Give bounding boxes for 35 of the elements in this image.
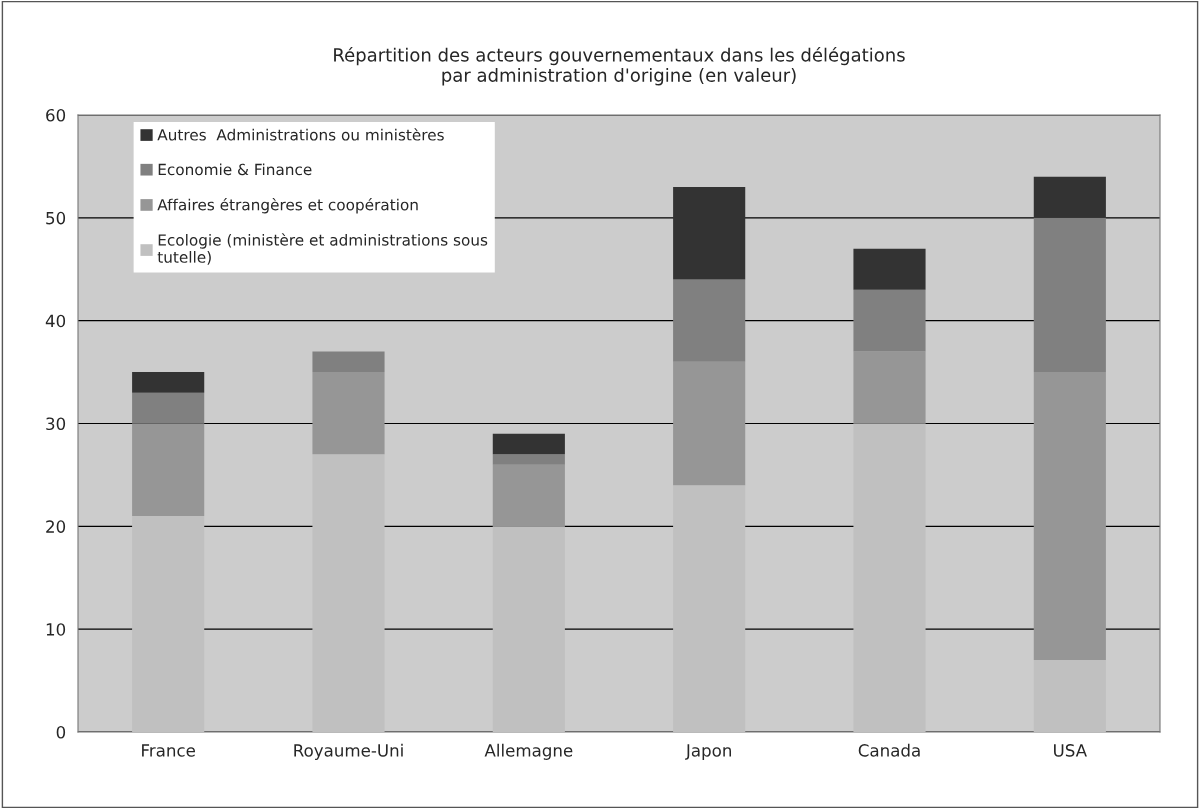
bar <box>853 289 926 352</box>
bar <box>132 372 205 393</box>
bar <box>853 351 926 424</box>
y-tick-label: 50 <box>46 211 66 225</box>
y-tick-label: 40 <box>45 314 66 328</box>
bar <box>1033 372 1106 661</box>
legend-label: Economie & Finance <box>158 163 312 176</box>
bar <box>312 372 385 455</box>
x-tick-label: Japon <box>685 744 731 760</box>
x-tick-label: Canada <box>858 743 920 757</box>
bar <box>312 351 385 373</box>
y-tick-label: 20 <box>46 520 66 533</box>
x-tick-label: Allemagne <box>484 743 573 760</box>
legend-label: Autres Administrations ou ministères <box>157 128 444 141</box>
y-tick-label: 10 <box>46 623 66 636</box>
bar <box>132 423 205 517</box>
x-tick-label: USA <box>1054 744 1087 757</box>
chart-title: Répartition des acteurs gouvernementaux dans les délégations par administration d'origine (en valeur) <box>334 47 905 86</box>
bar <box>673 279 746 362</box>
bar <box>492 433 565 455</box>
legend-label: Affaires étrangères et coopération <box>157 198 418 214</box>
y-tick-label: 0 <box>56 725 66 739</box>
bar <box>492 454 565 465</box>
bar <box>492 464 565 527</box>
legend-label: Ecologie (ministère et administrations sous tutelle) <box>157 233 488 265</box>
bar <box>673 186 746 280</box>
bar <box>1033 217 1106 373</box>
bar <box>673 361 746 486</box>
x-tick-label: Royaume-Uni <box>294 743 403 760</box>
x-tick-label: France <box>142 744 195 757</box>
bar <box>853 248 926 290</box>
bar <box>132 392 205 424</box>
bar <box>1033 176 1106 218</box>
y-tick-label: 30 <box>46 417 66 431</box>
y-tick-label: 60 <box>46 108 66 122</box>
